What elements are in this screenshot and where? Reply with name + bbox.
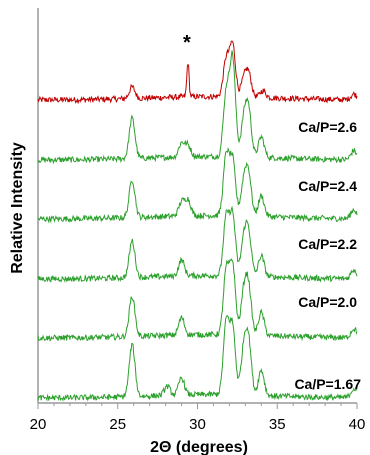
series-label: Ca/P=1.67 xyxy=(294,376,361,392)
series-label: Ca/P=2.4 xyxy=(298,178,357,194)
series-line xyxy=(37,258,358,342)
series-label: Ca/P=2.6 xyxy=(298,119,357,135)
series-layer xyxy=(37,40,358,402)
x-tick-label: 25 xyxy=(109,416,126,433)
series-label: Ca/P=2.2 xyxy=(298,236,357,252)
x-tick-label: 20 xyxy=(30,416,47,433)
series-label: Ca/P=2.0 xyxy=(298,294,357,310)
y-axis-title: Relative Intensity xyxy=(9,142,26,274)
x-tick-label: 30 xyxy=(189,416,206,433)
peak-annotation: * xyxy=(183,32,191,54)
x-tick-label: 40 xyxy=(349,416,366,433)
x-axis-title: 2Θ (degrees) xyxy=(150,439,248,455)
series-line xyxy=(37,50,358,165)
series-line xyxy=(37,146,358,224)
x-tick-label: 35 xyxy=(269,416,286,433)
labels-layer: Ca/P=2.6 Ca/P=2.4 Ca/P=2.2 Ca/P=2.0 Ca/P=1.6… xyxy=(183,32,361,392)
series-line xyxy=(37,40,358,105)
series-line xyxy=(37,205,358,283)
series-line xyxy=(37,314,358,402)
